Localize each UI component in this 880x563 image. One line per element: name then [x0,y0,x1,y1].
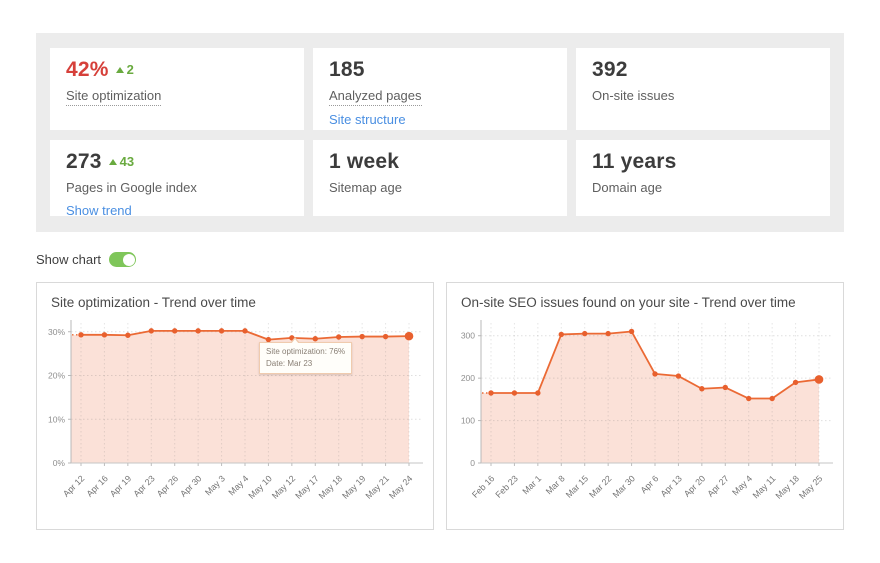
svg-text:Mar 22: Mar 22 [587,473,614,500]
tooltip-date-line: Date: Mar 23 [266,358,313,368]
stat-label: Domain age [592,180,663,195]
show-chart-label: Show chart [36,252,102,267]
stat-card-sitemap-age: 1 week Sitemap age [313,140,567,216]
stat-value: 42% [66,58,109,81]
svg-text:200: 200 [461,373,475,383]
chart-card-site-optimization: Site optimization - Trend over time 0% 10… [36,282,434,530]
svg-text:May 19: May 19 [340,473,368,501]
stat-delta-value: 2 [126,62,134,77]
stat-value: 273 [66,150,102,173]
svg-text:Apr 27: Apr 27 [705,473,730,498]
svg-text:Apr 6: Apr 6 [638,473,660,495]
svg-text:May 17: May 17 [293,473,321,501]
svg-text:Feb 16: Feb 16 [470,473,497,500]
svg-text:Apr 30: Apr 30 [178,473,203,498]
svg-text:May 12: May 12 [270,473,298,501]
stat-card-google-index: 273 43 Pages in Google index Show trend [50,140,304,216]
svg-text:100: 100 [461,416,475,426]
show-trend-link[interactable]: Show trend [66,203,132,216]
svg-text:May 18: May 18 [317,473,345,501]
stat-label[interactable]: Analyzed pages [329,88,422,106]
svg-text:May 11: May 11 [751,473,778,500]
stat-value: 1 week [329,150,400,173]
stat-value: 392 [592,58,628,81]
svg-text:Mar 15: Mar 15 [564,473,591,500]
stat-label[interactable]: Site optimization [66,88,162,106]
toggle-knob-icon [122,253,135,266]
stat-label: Pages in Google index [66,180,197,195]
chart-title: On-site SEO issues found on your site - … [461,295,796,310]
chart-tooltip: Site optimization: 76% Date: Mar 23 [259,336,353,375]
svg-text:Apr 19: Apr 19 [108,473,133,498]
svg-text:300: 300 [461,331,475,341]
stat-card-domain-age: 11 years Domain age [576,140,830,216]
svg-text:Apr 13: Apr 13 [658,473,683,498]
svg-text:0%: 0% [53,458,66,468]
svg-text:May 21: May 21 [364,473,392,501]
stat-delta: 43 [108,154,135,169]
svg-text:Apr 20: Apr 20 [682,473,707,498]
trend-up-icon [115,66,124,73]
svg-text:Apr 12: Apr 12 [61,473,86,498]
trend-up-icon [108,158,117,165]
stat-card-onsite-issues: 392 On-site issues [576,48,830,130]
svg-text:May 24: May 24 [387,473,415,501]
svg-text:10%: 10% [48,414,65,424]
svg-text:0: 0 [470,458,475,468]
svg-text:Apr 16: Apr 16 [84,473,109,498]
svg-text:20%: 20% [48,371,65,381]
stat-delta: 2 [115,62,134,77]
tooltip-value-line: Site optimization: 76% [266,347,346,356]
site-structure-link[interactable]: Site structure [329,112,406,127]
svg-text:May 25: May 25 [797,473,825,501]
svg-text:May 10: May 10 [246,473,274,501]
svg-text:Mar 30: Mar 30 [611,473,638,500]
chart-card-onsite-issues: On-site SEO issues found on your site - … [446,282,844,530]
svg-text:May 3: May 3 [203,473,227,497]
stat-label: Sitemap age [329,180,402,195]
svg-text:Feb 23: Feb 23 [493,473,520,500]
svg-text:Apr 23: Apr 23 [131,473,156,498]
chart-title: Site optimization - Trend over time [51,295,256,310]
svg-text:Mar 1: Mar 1 [520,473,543,496]
stat-label: On-site issues [592,88,675,103]
stats-panel: 42% 2 Site optimization 185 Analyzed pag… [36,33,844,232]
stat-card-site-optimization: 42% 2 Site optimization [50,48,304,130]
svg-text:May 18: May 18 [774,473,802,501]
show-chart-toggle[interactable] [109,252,137,267]
svg-text:30%: 30% [48,327,65,337]
stat-delta-value: 43 [119,154,135,169]
svg-text:Apr 26: Apr 26 [155,473,180,498]
stat-card-analyzed-pages: 185 Analyzed pages Site structure [313,48,567,130]
stat-value: 185 [329,58,365,81]
show-chart-row: Show chart [36,252,137,267]
stat-value: 11 years [592,150,677,173]
